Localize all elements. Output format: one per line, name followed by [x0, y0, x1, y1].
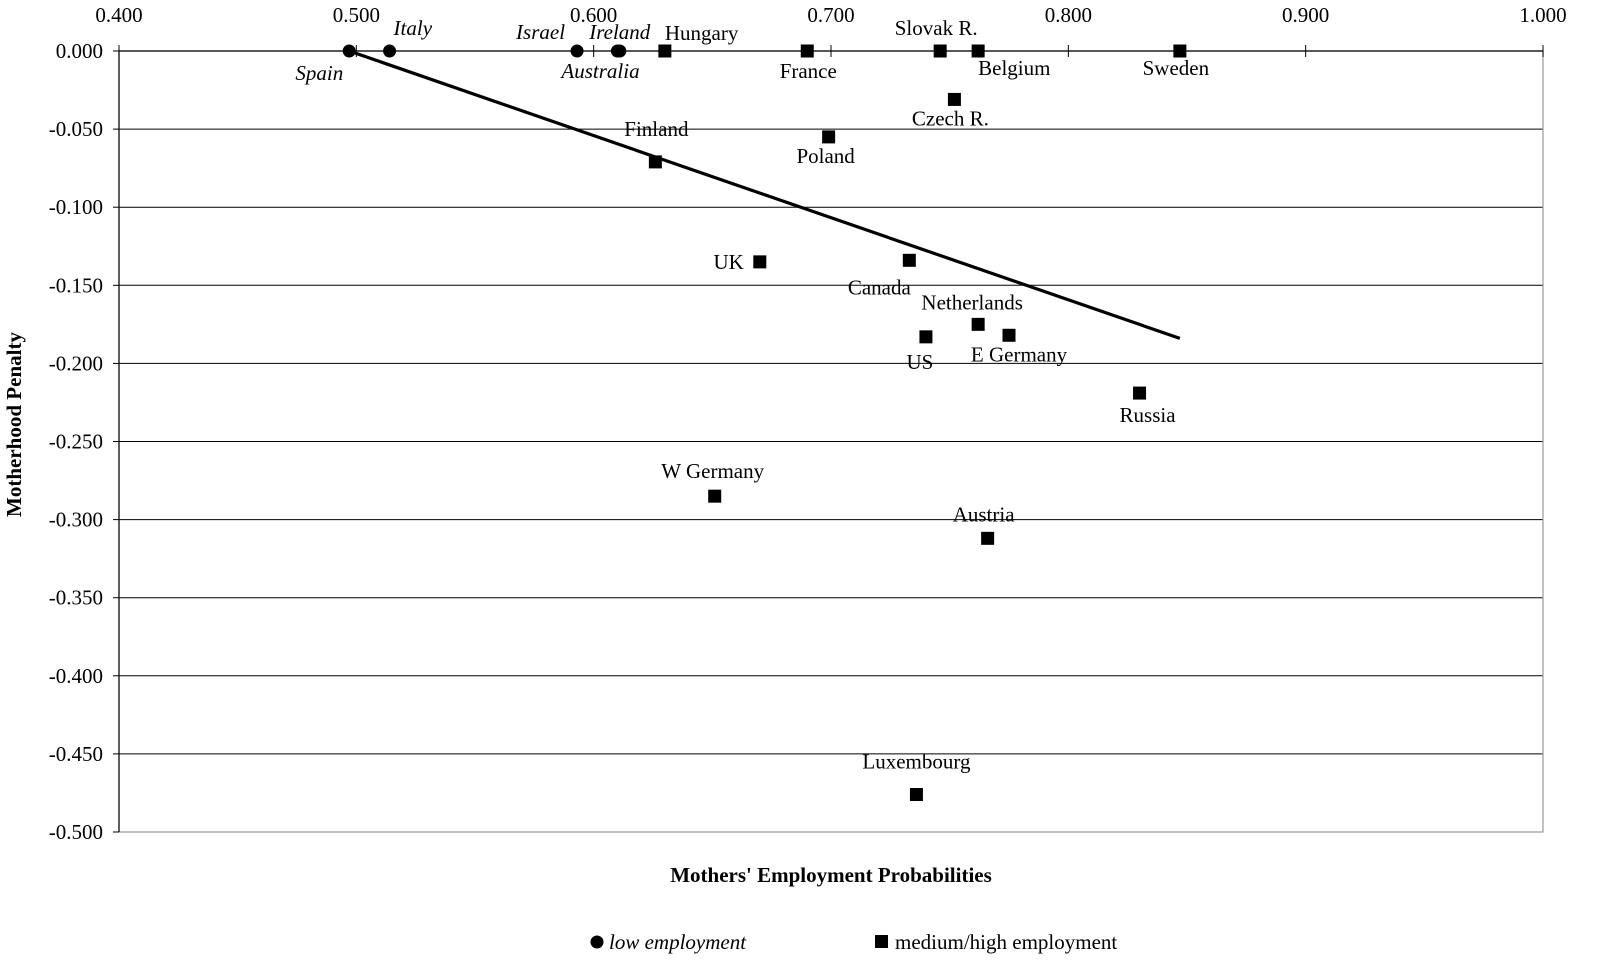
point-austria [981, 531, 995, 545]
label-sweden: Sweden [1143, 56, 1210, 80]
label-ireland: Ireland [588, 20, 651, 44]
point-ireland [613, 44, 627, 58]
point-w-germany [708, 489, 722, 503]
point-russia [1133, 386, 1147, 400]
point-us [919, 330, 933, 344]
legend-marker-low-employment [590, 935, 604, 949]
point-belgium [971, 44, 985, 58]
label-slovak-r: Slovak R. [895, 16, 978, 40]
point-poland [822, 130, 836, 144]
y-tick-label: -0.150 [49, 273, 103, 297]
label-luxembourg: Luxembourg [862, 750, 971, 774]
label-finland: Finland [624, 117, 689, 141]
y-tick-label: -0.200 [49, 351, 103, 375]
y-tick-label: 0.000 [56, 39, 103, 63]
x-tick-label: 0.900 [1282, 3, 1329, 27]
data-labels: Spain Italy Israel Australia Ireland Hungary F… [295, 16, 1209, 774]
trend-line [348, 49, 1181, 340]
point-france [800, 44, 814, 58]
label-canada: Canada [848, 275, 912, 299]
x-tick-label: 0.800 [1045, 3, 1092, 27]
y-tick-label: -0.500 [49, 820, 103, 844]
point-luxembourg [909, 788, 923, 802]
label-russia: Russia [1120, 403, 1177, 427]
x-tick-label: 0.500 [333, 3, 380, 27]
y-tick-label: -0.250 [49, 430, 103, 454]
label-austria: Austria [953, 502, 1016, 526]
trend-line-group [348, 49, 1181, 340]
x-tick-label: 1.000 [1519, 3, 1566, 27]
legend-marker-medium-high-employment [875, 935, 888, 948]
legend-label-low-employment: low employment [609, 930, 747, 954]
x-tick-label: 0.600 [570, 3, 617, 27]
label-spain: Spain [295, 61, 343, 85]
x-tick-label: 0.400 [95, 3, 142, 27]
point-e-germany [1002, 328, 1016, 342]
label-w-germany: W Germany [661, 459, 764, 483]
point-finland [648, 155, 662, 169]
y-tick-label: -0.050 [49, 117, 103, 141]
label-uk: UK [713, 250, 743, 274]
label-netherlands: Netherlands [921, 290, 1022, 314]
label-belgium: Belgium [978, 56, 1050, 80]
point-uk [753, 255, 767, 269]
point-italy [383, 44, 397, 58]
x-axis-title: Mothers' Employment Probabilities [670, 863, 992, 887]
label-poland: Poland [796, 144, 855, 168]
point-netherlands [971, 317, 985, 331]
y-tick-label: -0.300 [49, 508, 103, 532]
y-axis: 0.000 -0.050 -0.100 -0.150 -0.200 -0.250 -0.30… [49, 39, 119, 844]
label-australia: Australia [559, 59, 639, 83]
label-us: US [907, 350, 934, 374]
label-e-germany: E Germany [971, 342, 1068, 366]
point-sweden [1173, 44, 1187, 58]
x-axis: 0.400 0.500 0.600 0.700 0.800 0.900 1.000 [95, 3, 1567, 57]
y-axis-title: Motherhood Penalty [2, 332, 26, 517]
label-israel: Israel [515, 20, 565, 44]
point-israel [570, 44, 584, 58]
gridlines [118, 50, 1544, 833]
point-spain [342, 44, 356, 58]
y-tick-label: -0.100 [49, 195, 103, 219]
legend: low employment medium/high employment [590, 930, 1117, 954]
point-slovak-r [933, 44, 947, 58]
x-tick-label: 0.700 [807, 3, 854, 27]
label-czech-r: Czech R. [912, 106, 989, 130]
y-tick-label: -0.450 [49, 742, 103, 766]
y-tick-label: -0.350 [49, 586, 103, 610]
y-tick-label: -0.400 [49, 664, 103, 688]
label-hungary: Hungary [665, 21, 739, 45]
point-czech-r [947, 92, 961, 106]
legend-label-medium-high-employment: medium/high employment [895, 930, 1117, 954]
label-france: France [780, 59, 837, 83]
point-canada [902, 253, 916, 267]
data-points [342, 44, 1187, 802]
label-italy: Italy [393, 16, 433, 40]
point-hungary [658, 44, 672, 58]
